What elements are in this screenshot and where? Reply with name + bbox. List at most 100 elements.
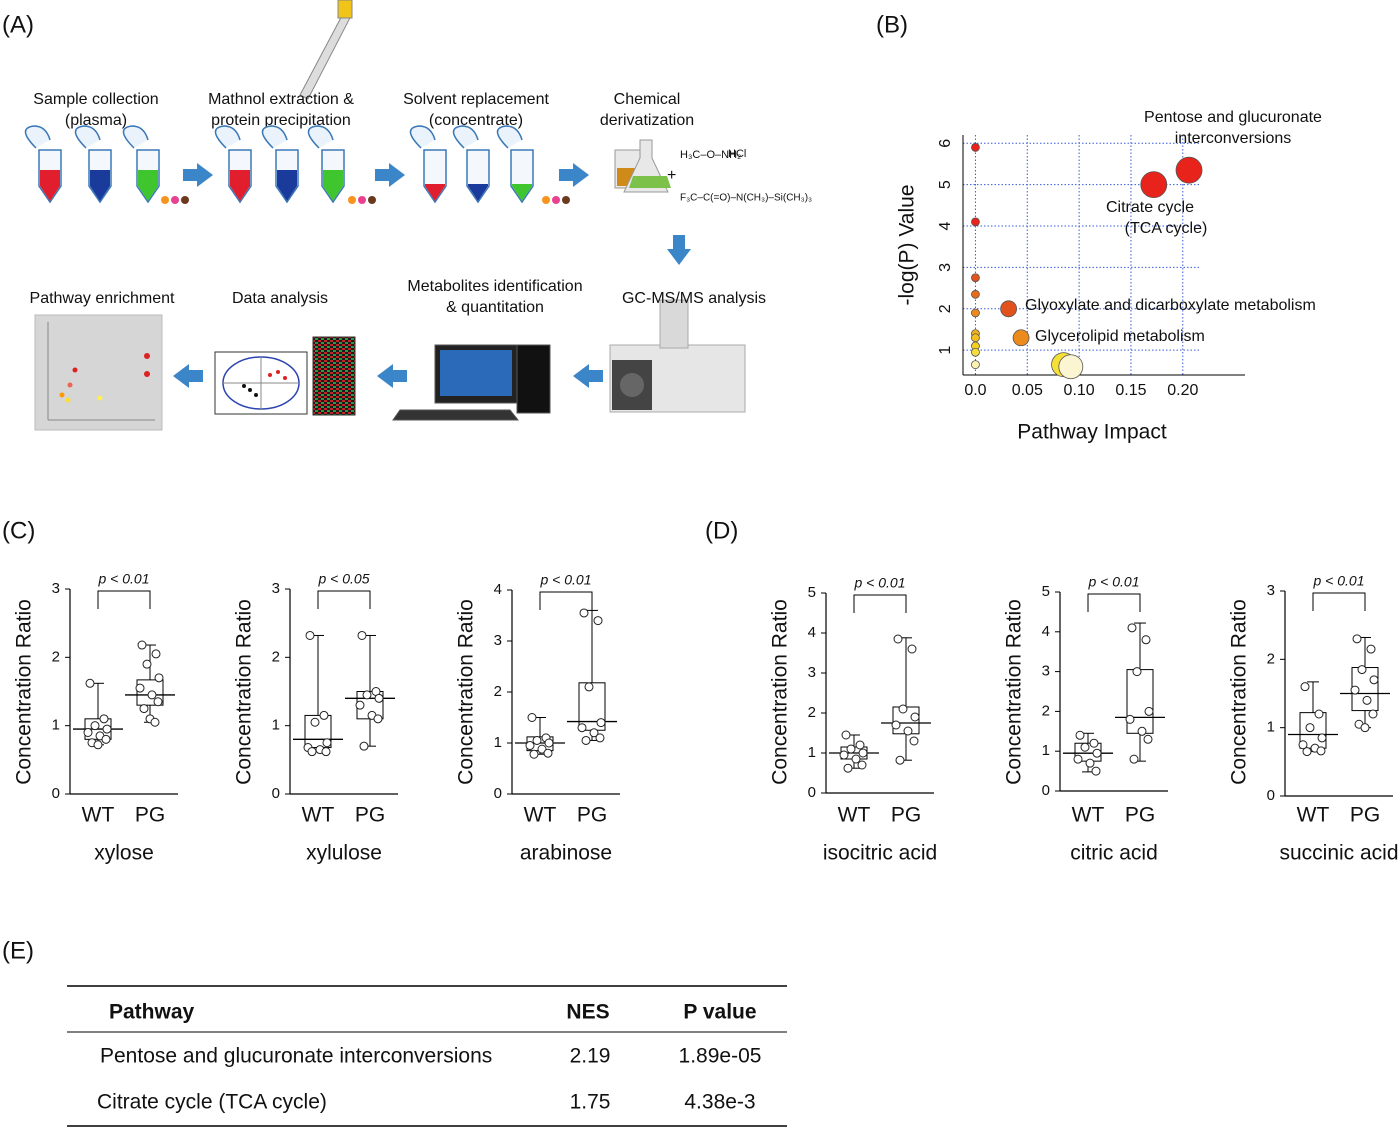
x-tick-label: WT bbox=[838, 804, 871, 827]
panel-label: (B) bbox=[876, 11, 908, 38]
data-point bbox=[93, 740, 103, 750]
dot bbox=[542, 196, 550, 204]
step-label: Chemical bbox=[614, 91, 681, 108]
data-point bbox=[362, 690, 372, 700]
data-point bbox=[101, 734, 111, 744]
x-tick-label: WT bbox=[82, 804, 115, 827]
data-point bbox=[1302, 747, 1312, 757]
data-point bbox=[1127, 623, 1137, 633]
dot bbox=[161, 196, 169, 204]
data-point bbox=[1317, 733, 1327, 743]
data-point bbox=[593, 616, 603, 626]
data-point bbox=[589, 728, 599, 738]
y-axis-label: Concentration Ratio bbox=[455, 599, 478, 785]
data-point bbox=[102, 724, 112, 734]
y-tick-label: 1 bbox=[494, 734, 502, 751]
y-tick-label: 3 bbox=[272, 580, 280, 597]
y-tick-label: 3 bbox=[1267, 582, 1275, 599]
data-point bbox=[321, 747, 331, 757]
table-cell: 2.19 bbox=[570, 1045, 611, 1068]
data-point bbox=[857, 760, 867, 770]
x-tick-label: PG bbox=[577, 804, 607, 827]
data-point bbox=[322, 738, 332, 748]
significance-bracket bbox=[97, 590, 151, 609]
data-point bbox=[359, 741, 369, 751]
tube-cap bbox=[307, 125, 334, 149]
data-point bbox=[843, 763, 853, 773]
y-tick-label: 0 bbox=[494, 785, 502, 802]
y-tick-label: 1 bbox=[272, 717, 280, 734]
tube bbox=[496, 125, 534, 204]
step-label: GC-MS/MS analysis bbox=[622, 290, 766, 307]
data-point bbox=[1298, 740, 1308, 750]
bubble bbox=[1000, 300, 1018, 318]
tube-fill bbox=[425, 184, 445, 201]
data-point bbox=[90, 721, 100, 731]
x-tick-label: 0.20 bbox=[1167, 382, 1198, 399]
y-tick-label: 5 bbox=[937, 180, 954, 189]
dot bbox=[368, 196, 376, 204]
y-tick-label: 1 bbox=[1042, 742, 1050, 759]
data-point bbox=[910, 712, 920, 722]
y-axis-label: Concentration Ratio bbox=[1228, 599, 1251, 785]
y-tick-label: 4 bbox=[494, 581, 502, 598]
panel-label: (E) bbox=[2, 937, 34, 964]
data-point bbox=[907, 644, 917, 654]
data-point bbox=[846, 744, 856, 754]
bubble bbox=[971, 273, 980, 283]
data-point bbox=[855, 740, 865, 750]
tube-cap bbox=[74, 125, 101, 149]
flow-arrow bbox=[183, 163, 213, 187]
tube-cap bbox=[214, 125, 241, 149]
y-tick-label: 6 bbox=[937, 139, 954, 148]
dot bbox=[171, 196, 179, 204]
annotation: interconversions bbox=[1175, 130, 1292, 147]
x-tick-label: WT bbox=[1072, 804, 1105, 827]
flow-arrow bbox=[377, 364, 407, 388]
y-tick-label: 0 bbox=[1267, 787, 1275, 804]
data-point bbox=[1092, 748, 1102, 758]
significance-bracket bbox=[317, 590, 371, 609]
x-tick-label: PG bbox=[355, 804, 385, 827]
data-point bbox=[532, 735, 542, 745]
bubble bbox=[971, 289, 980, 299]
data-point bbox=[310, 717, 320, 727]
tube-fill bbox=[512, 184, 532, 201]
y-tick-label: 3 bbox=[937, 263, 954, 272]
y-axis-label: Concentration Ratio bbox=[13, 599, 36, 785]
panel-label: (C) bbox=[2, 517, 35, 544]
step-label: Sample collection bbox=[33, 91, 158, 108]
data-point bbox=[839, 750, 849, 760]
data-point bbox=[1305, 723, 1315, 733]
step-label: (concentrate) bbox=[429, 112, 523, 129]
step-label: Metabolites identification bbox=[407, 278, 582, 295]
data-point bbox=[858, 748, 868, 758]
reagent-formula: F₃C–C(=O)–N(CH₃)–Si(CH₃)₃ bbox=[680, 193, 812, 204]
data-point bbox=[581, 735, 591, 745]
significance-label: p < 0.01 bbox=[98, 571, 150, 587]
data-point bbox=[1125, 714, 1135, 724]
step-label: protein precipitation bbox=[211, 112, 351, 129]
y-axis-label: Concentration Ratio bbox=[769, 599, 792, 785]
data-point bbox=[544, 738, 554, 748]
significance-label: p < 0.01 bbox=[540, 572, 592, 588]
tube bbox=[122, 125, 160, 204]
data-point bbox=[1352, 634, 1362, 644]
data-point bbox=[147, 690, 157, 700]
data-point bbox=[1073, 754, 1083, 764]
data-point bbox=[1316, 746, 1326, 756]
data-point bbox=[319, 710, 329, 720]
y-tick-label: 0 bbox=[52, 785, 60, 802]
y-tick-label: 0 bbox=[272, 785, 280, 802]
step-label: derivatization bbox=[600, 112, 694, 129]
tube bbox=[452, 125, 490, 204]
y-tick-label: 3 bbox=[52, 580, 60, 597]
dot bbox=[552, 196, 560, 204]
dot bbox=[562, 196, 570, 204]
data-point bbox=[895, 755, 905, 765]
x-tick-label: 0.05 bbox=[1012, 382, 1043, 399]
significance-bracket bbox=[1312, 592, 1366, 611]
panel-label: (A) bbox=[2, 11, 34, 38]
x-axis-label: Pathway Impact bbox=[1017, 421, 1167, 444]
tube-fill bbox=[230, 170, 250, 201]
